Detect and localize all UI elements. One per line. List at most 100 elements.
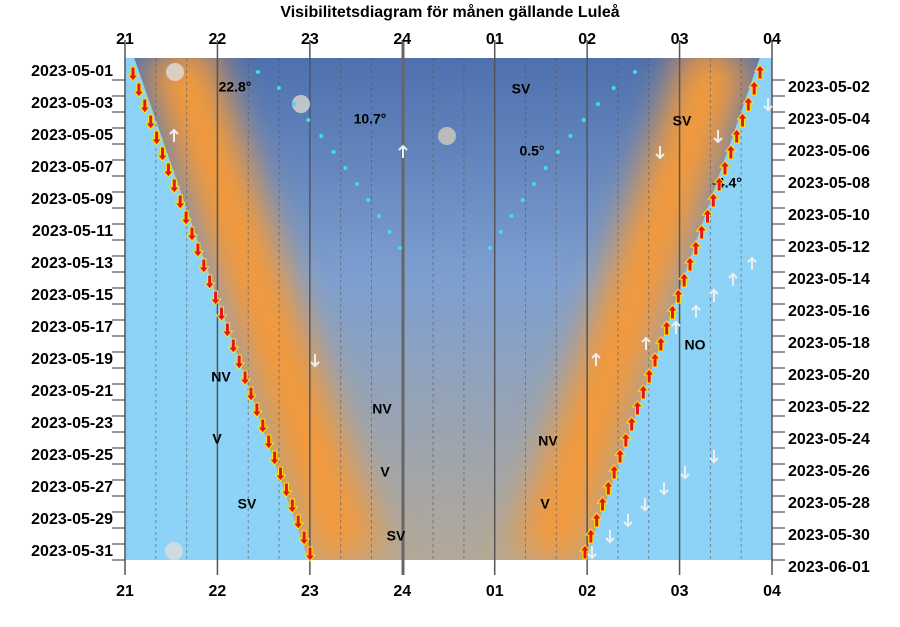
moon-dot	[509, 214, 514, 218]
sunset-arrow	[156, 146, 169, 162]
sunrise-arrow	[660, 320, 673, 336]
moon-arrow	[591, 352, 601, 366]
title: Visibilitetsdiagram för månen gällande L…	[280, 3, 619, 21]
annotation: 10.7°	[354, 111, 387, 127]
sunset-arrow	[162, 162, 175, 178]
moon-dot	[398, 246, 402, 250]
moon-arrow	[763, 98, 773, 112]
hour-label: 22	[209, 31, 227, 48]
sunset-arrow	[168, 178, 181, 194]
sunrise-arrow	[648, 352, 662, 368]
hour-label: 01	[486, 31, 504, 48]
sunset-arrow	[144, 114, 157, 130]
sunset-arrow	[262, 434, 275, 450]
hour-label: 03	[671, 583, 689, 600]
sunset-arrow	[286, 498, 299, 514]
moon-icon	[292, 95, 310, 113]
moon-icon	[165, 542, 183, 560]
annotation: 0.5°	[519, 143, 544, 159]
moon-dot	[354, 182, 359, 186]
date-label: 2023-05-06	[788, 143, 870, 160]
moon-dot	[633, 70, 637, 74]
sunrise-arrow	[625, 416, 638, 432]
sunrise-arrow	[602, 480, 615, 496]
date-label: 2023-05-30	[788, 527, 870, 544]
sunrise-arrow	[742, 96, 755, 112]
date-label: 2023-05-18	[788, 335, 870, 352]
hour-label: 22	[209, 583, 227, 600]
moon-arrow	[709, 450, 719, 464]
annotation: V	[212, 431, 222, 447]
moon-dot	[319, 134, 324, 138]
sunrise-arrow	[724, 144, 737, 160]
hour-label: 04	[763, 31, 781, 48]
sunrise-arrow	[748, 80, 761, 96]
moon-dot	[376, 214, 381, 218]
hour-label: 24	[393, 583, 411, 600]
sunset-arrow	[174, 194, 187, 210]
annotation: NV	[538, 433, 558, 449]
sunrise-arrow	[753, 64, 767, 80]
annotation: V	[380, 464, 390, 480]
sunset-arrow	[268, 450, 281, 466]
moon-arrow	[728, 272, 738, 286]
sunrise-arrow	[631, 400, 644, 416]
sunset-arrow	[132, 82, 145, 98]
moon-dot	[292, 102, 297, 106]
moon-dot	[488, 246, 492, 250]
moon-dot	[387, 230, 392, 234]
moon-arrow	[605, 530, 615, 544]
moon-dot	[343, 166, 348, 170]
sunset-arrow	[233, 354, 246, 370]
date-label: 2023-05-17	[31, 319, 113, 336]
date-label: 2023-05-03	[31, 95, 113, 112]
moon-icon	[438, 127, 456, 145]
moon-arrow	[691, 304, 701, 318]
moon-arrow	[623, 514, 633, 528]
hour-label: 02	[578, 583, 596, 600]
content: 22.8° 10.7° 0.5° -4.4° SV SV NO NV NV NV…	[165, 63, 742, 560]
moon-arrow	[659, 482, 669, 496]
sunrise-arrow	[590, 512, 603, 528]
sunrise-arrow	[596, 496, 609, 512]
sunset-arrow	[250, 402, 263, 418]
date-label: 2023-05-16	[788, 303, 870, 320]
annotation: 22.8°	[219, 79, 252, 95]
sunset-arrow	[185, 226, 199, 242]
sunset-arrow	[303, 546, 317, 562]
date-label: 2023-05-08	[788, 175, 870, 192]
date-label: 2023-05-04	[788, 111, 870, 128]
moon-dot	[531, 182, 536, 186]
sunrise-arrow	[654, 336, 667, 352]
moon-arrow	[671, 320, 681, 334]
date-label: 2023-05-14	[788, 271, 870, 288]
date-label: 2023-05-19	[31, 351, 113, 368]
moon-dot	[581, 118, 586, 122]
moon-dot	[498, 230, 503, 234]
sunset-arrow	[191, 242, 204, 258]
sunrise-arrow	[736, 112, 749, 128]
date-label: 2023-05-27	[31, 479, 113, 496]
sunrise-arrow	[584, 528, 597, 544]
date-label: 2023-05-28	[788, 495, 870, 512]
annotation: V	[540, 496, 550, 512]
sunset-arrow	[126, 66, 140, 82]
hour-label: 21	[116, 583, 134, 600]
sunrise-arrow	[730, 128, 743, 144]
sunrise-arrow	[718, 160, 732, 176]
sunrise-arrow	[678, 272, 691, 288]
sunrise-arrow	[701, 208, 714, 224]
sunset-arrow	[227, 338, 240, 354]
moon-arrow	[169, 128, 179, 142]
moon-dot	[366, 198, 371, 202]
date-label: 2023-05-15	[31, 287, 113, 304]
background	[125, 58, 772, 560]
sunrise-arrow	[578, 544, 592, 560]
annotation: SV	[673, 113, 692, 129]
sunrise-arrow	[707, 192, 720, 208]
moon-arrow	[310, 354, 320, 368]
date-label: 2023-05-01	[31, 63, 113, 80]
date-label: 2023-05-09	[31, 191, 113, 208]
date-label: 2023-05-25	[31, 447, 113, 464]
sunrise-arrow	[672, 288, 685, 304]
